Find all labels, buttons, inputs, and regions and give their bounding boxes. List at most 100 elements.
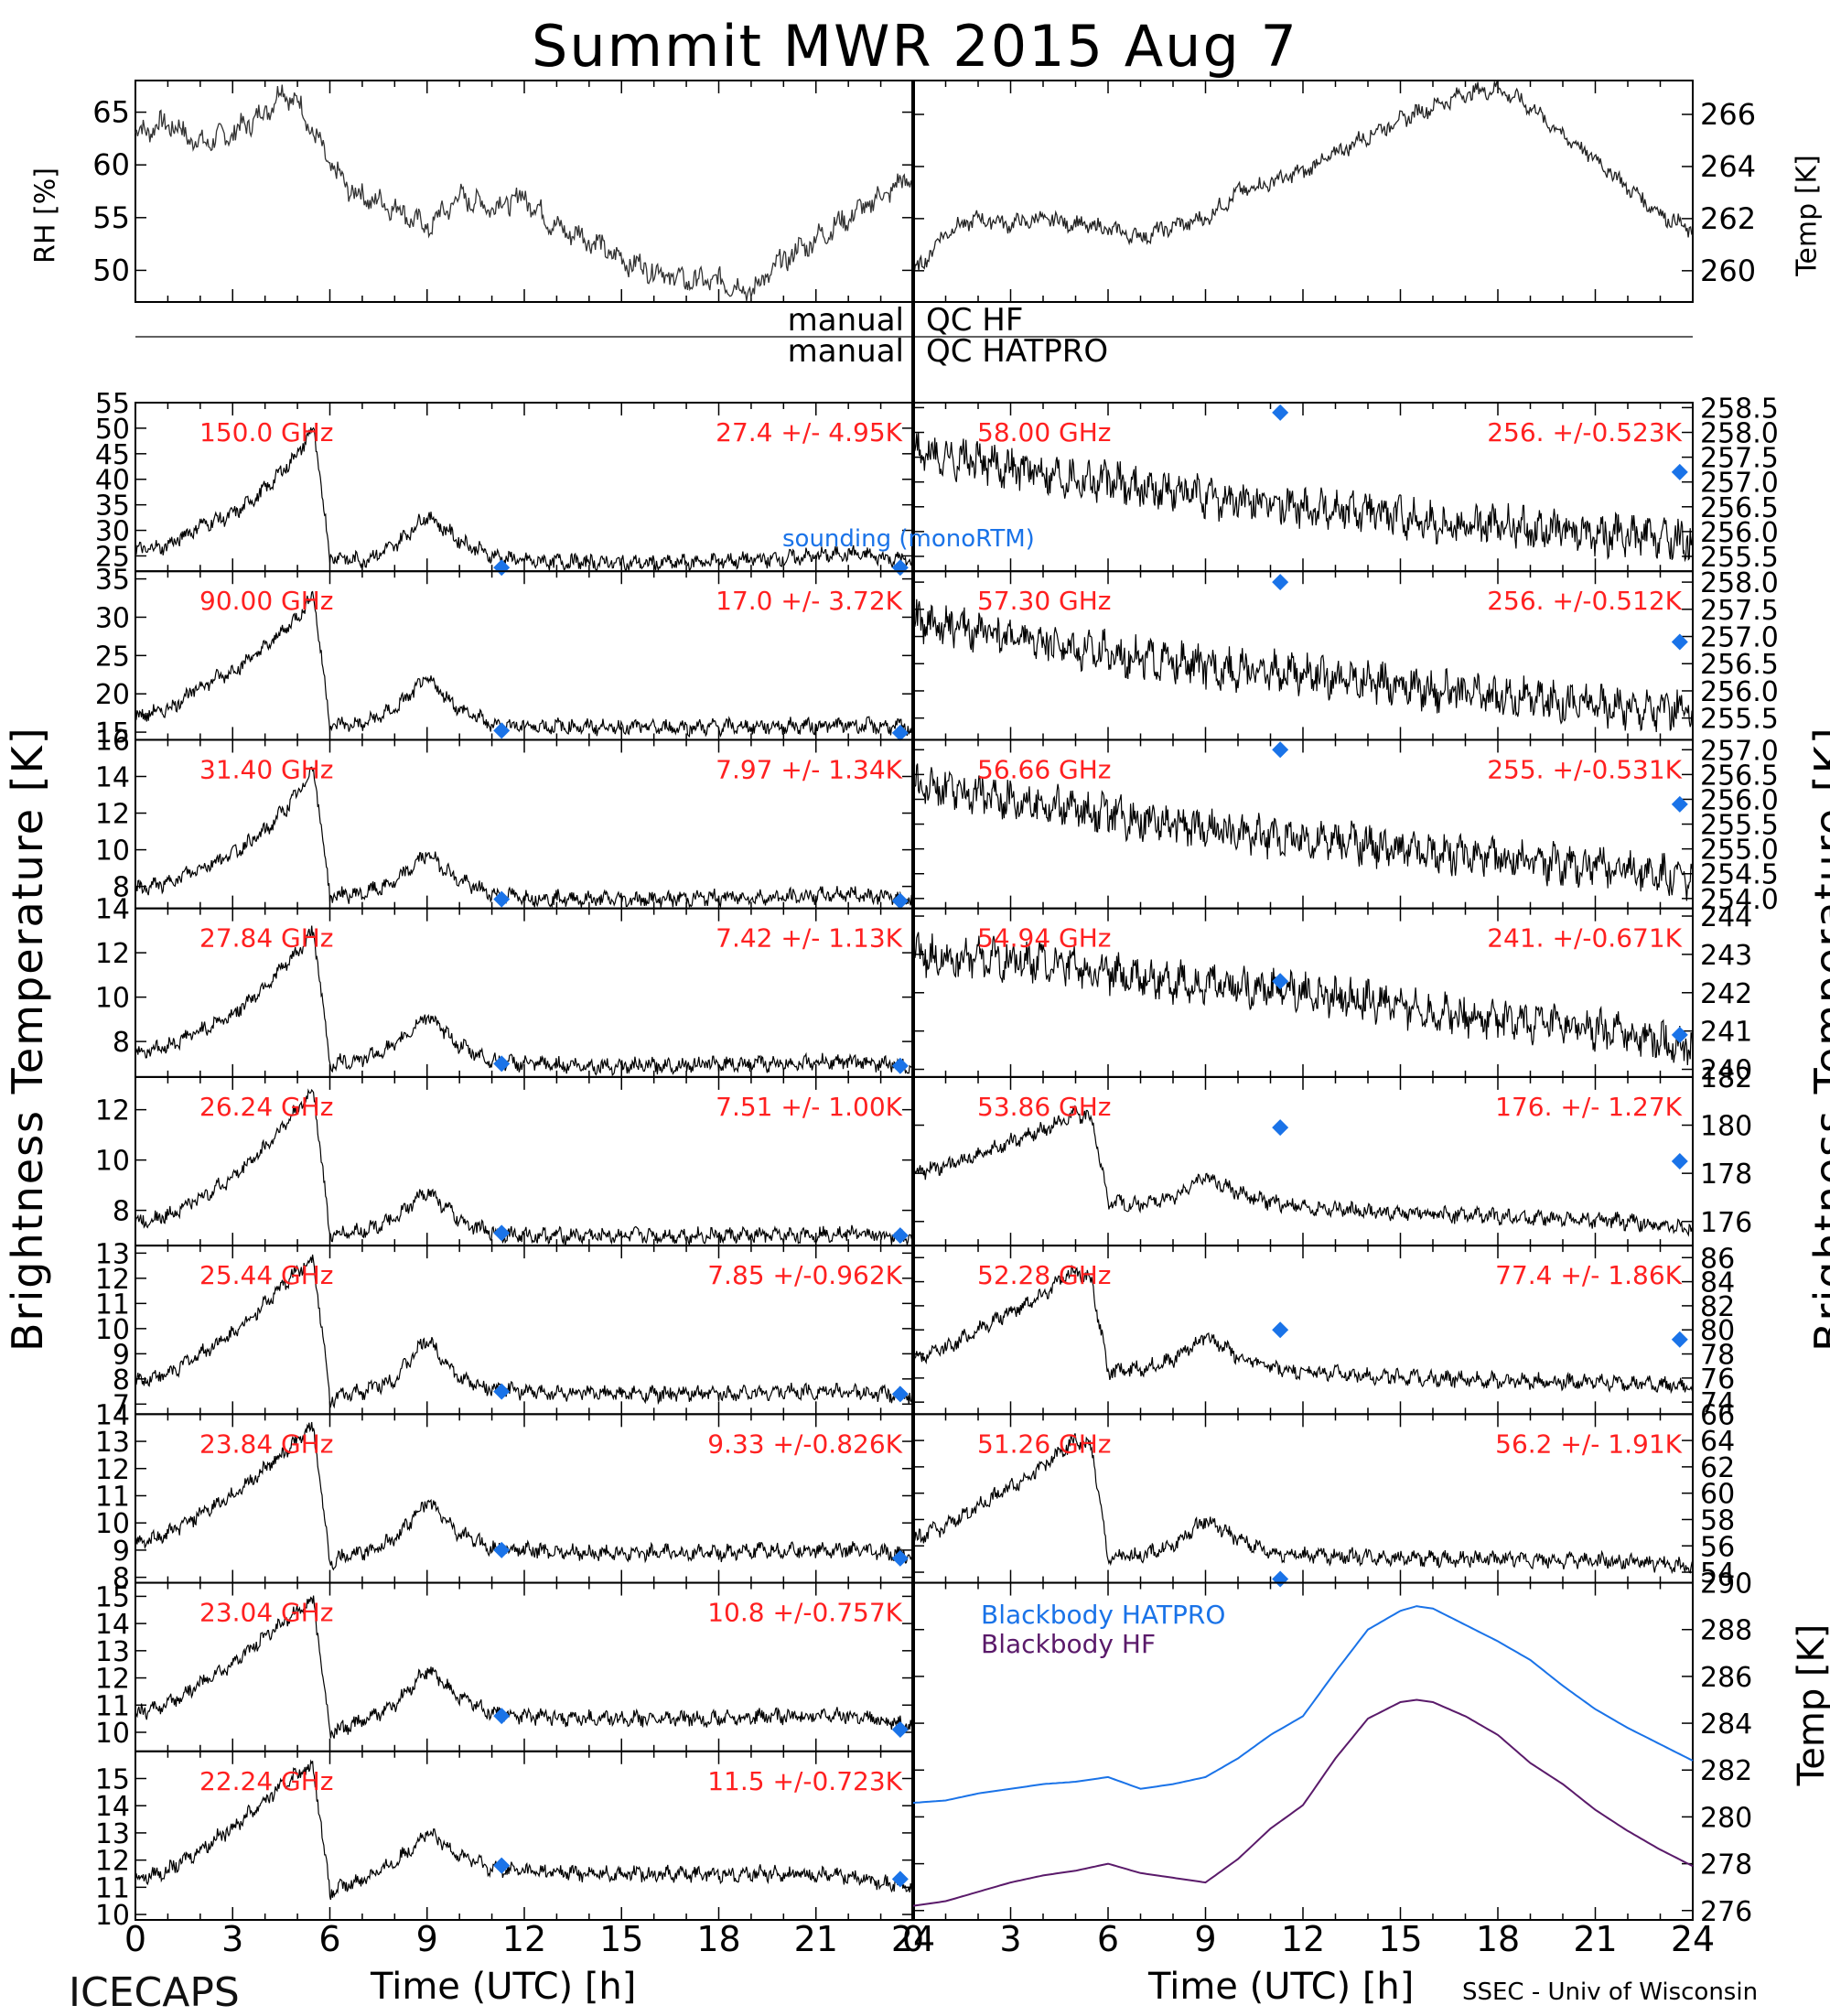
bt-panel-left-2-sounding-marker	[891, 892, 909, 910]
bt-panel-right-0-ytick-label: 258.0	[1700, 418, 1779, 450]
bt-panel-left-6-ytick-label: 10	[95, 1508, 130, 1540]
bt-panel-right-0-trace	[912, 432, 1694, 563]
bt-panel-left-2-ytick-label: 12	[95, 799, 130, 831]
bt-panel-right-3-ytick-label: 243	[1700, 940, 1752, 972]
bt-panel-right-4-sounding-marker	[1671, 1153, 1688, 1170]
bt-panel-right-1-ytick-label: 256.0	[1700, 676, 1779, 708]
x-tick-label-left: 9	[416, 1919, 438, 1959]
bt-panel-left-7-freq-label: 23.04 GHz	[199, 1598, 334, 1628]
bt-panel-right-4-ytick-label: 180	[1700, 1111, 1752, 1143]
bt-panel-left-3-sounding-marker	[891, 1057, 909, 1074]
bt-panel-left-6-ytick-label: 8	[113, 1563, 130, 1595]
bt-panel-left-5-ytick-label: 10	[95, 1314, 130, 1346]
bt-panel-right-1-ytick-label: 257.5	[1700, 595, 1779, 627]
bt-panel-left-0-ytick-label: 40	[95, 465, 130, 497]
x-tick-label-left: 0	[124, 1919, 146, 1959]
bt-panel-left-3-trace	[135, 925, 914, 1077]
bt-panel-right-6-ytick-label: 66	[1700, 1399, 1735, 1431]
bt-panel-right-6-ytick-label: 58	[1700, 1504, 1735, 1536]
rh-ytick-label: 65	[92, 95, 130, 130]
bt-panel-left-8-ytick-label: 14	[95, 1791, 130, 1823]
met-temp-ytick-label: 264	[1700, 149, 1756, 184]
bt-panel-left-2-sounding-marker	[493, 890, 511, 908]
blackbody-ytick-label: 278	[1700, 1849, 1752, 1881]
bt-panel-right-3-ytick-label: 240	[1700, 1055, 1752, 1087]
bt-panel-left-0-ytick-label: 35	[95, 491, 130, 523]
met-temp-panel-frame	[912, 80, 1694, 303]
bt-panel-left-5-trace	[135, 1254, 914, 1409]
x-tick-label-right: 21	[1573, 1919, 1617, 1959]
met-temp-series-line	[912, 79, 1694, 277]
footer-ssec: SSEC - Univ of Wisconsin	[1462, 1978, 1759, 2006]
bt-panel-left-0-freq-label: 150.0 GHz	[199, 417, 334, 447]
bt-panel-left-1-ytick-label: 15	[95, 717, 130, 749]
bt-panel-left-5-ytick-label: 11	[95, 1288, 130, 1321]
qc-manual-label-hatpro: manual	[787, 333, 904, 370]
x-tick-label-right: 15	[1378, 1919, 1422, 1959]
bt-panel-right-4-freq-label: 53.86 GHz	[977, 1092, 1112, 1122]
bt-panel-left-3-ytick-label: 10	[95, 983, 130, 1015]
bt-panel-left-5-ytick-label: 13	[95, 1238, 130, 1270]
bt-axis-label-left: Brightness Temperature [K]	[3, 726, 52, 1352]
bt-panel-right-6-ytick-label: 60	[1700, 1479, 1735, 1511]
bt-panel-right-0-ytick-label: 256.0	[1700, 517, 1779, 549]
bt-panel-left-6-ytick-label: 13	[95, 1427, 130, 1459]
bt-panel-right-3-ytick-label: 244	[1700, 901, 1752, 933]
bt-panel-right-6-ytick-label: 64	[1700, 1426, 1735, 1458]
bt-panel-left-7-ytick-label: 13	[95, 1636, 130, 1668]
bt-panel-left-2-ytick-label: 10	[95, 836, 130, 868]
bt-panel-left-0-ytick-label: 55	[95, 388, 130, 420]
bt-panel-left-5-ytick-label: 9	[113, 1339, 130, 1371]
x-axis-label-right: Time (UTC) [h]	[1148, 1966, 1415, 2008]
bt-panel-left-5-sounding-marker	[891, 1385, 909, 1403]
bt-panel-left-8-ytick-label: 10	[95, 1900, 130, 1932]
bt-panel-left-8-trace	[135, 1759, 914, 1901]
bt-panel-right-2-sounding-marker	[1272, 741, 1289, 759]
bt-panel-left-7-sounding-marker	[493, 1708, 511, 1725]
x-tick-label-left: 24	[891, 1919, 935, 1959]
bt-panel-left-2-ytick-label: 16	[95, 725, 130, 757]
rh-ytick-label: 50	[92, 253, 130, 287]
x-tick-label-left: 3	[221, 1919, 243, 1959]
bt-panel-right-1-ytick-label: 255.5	[1700, 704, 1779, 736]
blackbody-ytick-label: 284	[1700, 1709, 1752, 1741]
bt-panel-left-4-trace	[135, 1088, 914, 1245]
bt-panel-left-1-trace	[135, 590, 914, 738]
qc-hatpro-label: QC HATPRO	[926, 333, 1109, 370]
bt-panel-right-5-ytick-label: 74	[1700, 1387, 1735, 1419]
x-tick-label-left: 21	[794, 1919, 838, 1959]
bt-panel-right-0-ytick-label: 257.5	[1700, 443, 1779, 475]
bt-panel-left-6-sounding-marker	[493, 1541, 511, 1558]
bt-panel-left-8-ytick-label: 12	[95, 1846, 130, 1878]
bt-panel-right-1-freq-label: 57.30 GHz	[977, 586, 1112, 616]
bt-panel-left-5-ytick-label: 7	[113, 1389, 130, 1421]
x-tick-label-right: 24	[1671, 1919, 1715, 1959]
blackbody-ytick-label: 282	[1700, 1755, 1752, 1787]
bt-panel-left-4-sounding-marker	[493, 1224, 511, 1242]
bt-panel-right-5-sounding-marker	[1671, 1331, 1688, 1348]
bt-panel-right-5-sounding-marker	[1272, 1321, 1289, 1339]
bt-panel-left-1-freq-label: 90.00 GHz	[199, 586, 334, 616]
bt-panel-right-0-ytick-label: 257.0	[1700, 468, 1779, 500]
bt-panel-left-6-trace	[135, 1421, 914, 1571]
bt-panel-right-3-sounding-marker	[1272, 973, 1289, 990]
x-tick-label-right: 18	[1476, 1919, 1520, 1959]
bt-panel-left-1-ytick-label: 25	[95, 641, 130, 673]
bt-panel-left-7-stat-label: 10.8 +/-0.757K	[707, 1598, 902, 1628]
bt-panel-right-5-ytick-label: 76	[1700, 1364, 1735, 1396]
bt-panel-left-6-ytick-label: 9	[113, 1536, 130, 1568]
bt-panel-left-0-trace	[135, 426, 914, 572]
bt-panel-right-6-ytick-label: 54	[1700, 1558, 1735, 1590]
x-tick-label-right: 3	[999, 1919, 1021, 1959]
bt-panel-left-2-ytick-label: 8	[113, 872, 130, 904]
bt-panel-left-1-ytick-label: 30	[95, 602, 130, 634]
bt-panel-right-1-ytick-label: 257.0	[1700, 622, 1779, 654]
bt-panel-right-0-ytick-label: 256.5	[1700, 492, 1779, 524]
bt-panel-left-3-ytick-label: 12	[95, 938, 130, 970]
x-axis-label-left: Time (UTC) [h]	[371, 1966, 637, 2008]
met-temp-ytick-label: 260	[1700, 253, 1756, 288]
bt-panel-right-3-ytick-label: 242	[1700, 978, 1752, 1010]
bt-panel-right-1-ytick-label: 256.5	[1700, 649, 1779, 681]
bt-panel-right-4-ytick-label: 182	[1700, 1062, 1752, 1094]
bt-panel-left-5-ytick-label: 8	[113, 1364, 130, 1396]
